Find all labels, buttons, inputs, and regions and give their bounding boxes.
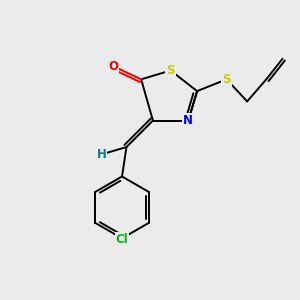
Text: H: H — [97, 148, 106, 161]
Text: O: O — [108, 60, 118, 73]
Text: N: N — [183, 114, 193, 127]
Text: S: S — [222, 73, 231, 86]
Text: Cl: Cl — [116, 233, 128, 246]
Text: S: S — [167, 64, 175, 77]
